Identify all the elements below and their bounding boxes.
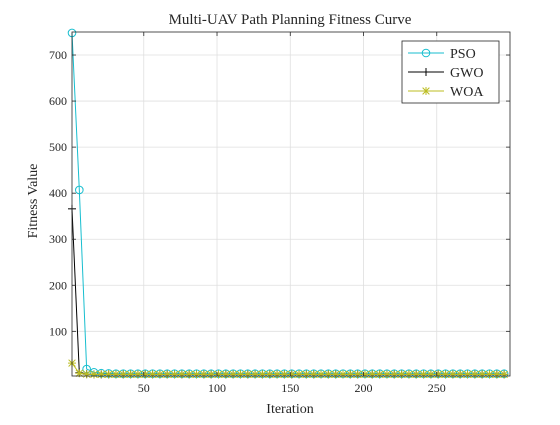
x-tick-label: 200 (355, 381, 373, 395)
data-point-woa (105, 370, 113, 378)
data-point-woa (200, 370, 208, 378)
data-point-woa (434, 370, 442, 378)
y-axis-label: Fitness Value (26, 164, 41, 239)
legend-label: WOA (450, 85, 484, 100)
data-point-woa (185, 370, 193, 378)
data-point-woa (376, 370, 384, 378)
data-point-woa (295, 370, 303, 378)
data-point-woa (493, 370, 501, 378)
data-point-woa (339, 370, 347, 378)
legend-label: PSO (450, 47, 476, 62)
legend-label: GWO (450, 66, 483, 81)
data-point-woa (207, 370, 215, 378)
data-point-woa (317, 370, 325, 378)
y-tick-label: 400 (49, 186, 67, 200)
y-tick-label: 600 (49, 94, 67, 108)
data-point-woa (280, 370, 288, 378)
data-point-woa (310, 370, 318, 378)
y-tick-label: 700 (49, 48, 67, 62)
chart-title: Multi-UAV Path Planning Fitness Curve (169, 12, 412, 28)
data-point-woa (302, 370, 310, 378)
data-point-woa (412, 370, 420, 378)
data-point-woa (456, 370, 464, 378)
data-point-woa (178, 370, 186, 378)
data-point-woa (346, 370, 354, 378)
data-point-woa (251, 370, 259, 378)
data-point-woa (361, 370, 369, 378)
data-point-woa (266, 370, 274, 378)
data-point-woa (97, 370, 105, 378)
y-tick-label: 100 (49, 324, 67, 338)
data-point-woa (229, 370, 237, 378)
data-point-woa (288, 370, 296, 378)
data-point-woa (258, 370, 266, 378)
data-point-woa (390, 370, 398, 378)
data-point-woa (273, 370, 281, 378)
data-point-woa (112, 370, 120, 378)
data-point-woa (485, 370, 493, 378)
data-point-woa (90, 370, 98, 378)
data-point-woa (171, 370, 179, 378)
data-point-woa (236, 370, 244, 378)
y-tick-label: 300 (49, 232, 67, 246)
data-point-woa (354, 370, 362, 378)
data-point-woa (134, 370, 142, 378)
data-point-woa (471, 370, 479, 378)
x-tick-label: 50 (138, 381, 150, 395)
data-point-woa (383, 370, 391, 378)
data-point-woa (214, 370, 222, 378)
data-point-woa (119, 370, 127, 378)
data-point-woa (83, 370, 91, 378)
data-point-woa (156, 370, 164, 378)
data-point-woa (163, 370, 171, 378)
data-point-woa (427, 370, 435, 378)
data-point-woa (398, 370, 406, 378)
legend-marker-woa (422, 87, 430, 95)
data-point-woa (464, 370, 472, 378)
data-point-woa (368, 370, 376, 378)
data-point-woa (449, 370, 457, 378)
data-point-woa (442, 370, 450, 378)
x-tick-label: 150 (281, 381, 299, 395)
y-tick-label: 200 (49, 278, 67, 292)
data-point-woa (127, 370, 135, 378)
data-point-woa (478, 370, 486, 378)
data-point-woa (405, 370, 413, 378)
data-point-woa (141, 370, 149, 378)
x-tick-label: 100 (208, 381, 226, 395)
data-point-woa (324, 370, 332, 378)
data-point-woa (332, 370, 340, 378)
data-point-woa (500, 370, 508, 378)
data-point-woa (420, 370, 428, 378)
data-point-woa (222, 370, 230, 378)
data-point-woa (149, 370, 157, 378)
x-axis-label: Iteration (266, 402, 313, 417)
x-tick-label: 250 (428, 381, 446, 395)
y-tick-label: 500 (49, 140, 67, 154)
legend: PSO GWO WOA (402, 41, 499, 103)
data-point-woa (244, 370, 252, 378)
data-point-woa (193, 370, 201, 378)
